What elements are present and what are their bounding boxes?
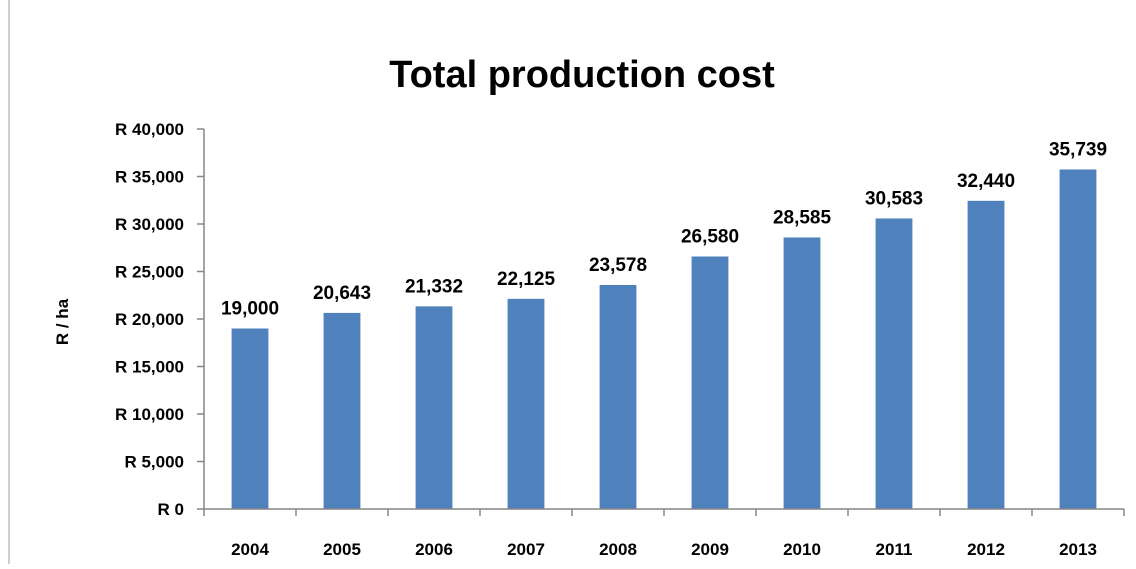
bar-2012 <box>967 200 1005 509</box>
y-tick-label: R 30,000 <box>115 215 184 234</box>
data-label-2004: 19,000 <box>221 299 279 320</box>
x-tick-label: 2011 <box>876 540 913 559</box>
data-label-2006: 21,332 <box>405 276 463 297</box>
bar-2008 <box>599 285 637 509</box>
data-label-2013: 35,739 <box>1049 139 1107 160</box>
x-tick-label: 2004 <box>231 540 269 559</box>
bar-2011 <box>875 218 913 510</box>
data-label-2005: 20,643 <box>313 283 371 304</box>
y-tick-label: R 15,000 <box>115 358 184 377</box>
x-tick-label: 2005 <box>323 540 361 559</box>
y-tick-label: R 35,000 <box>115 168 184 187</box>
y-tick-label: R 20,000 <box>115 310 184 329</box>
x-tick-label: 2006 <box>415 540 453 559</box>
data-label-2007: 22,125 <box>497 269 556 290</box>
y-tick-label: R 5,000 <box>124 453 184 472</box>
y-tick-label: R 0 <box>158 500 184 519</box>
data-label-2011: 30,583 <box>865 188 923 209</box>
bars-group <box>231 169 1097 510</box>
data-label-2008: 23,578 <box>589 255 647 276</box>
data-label-2009: 26,580 <box>681 226 739 247</box>
y-tick-label: R 10,000 <box>115 405 184 424</box>
x-tick-label: 2009 <box>691 540 729 559</box>
x-tick-label: 2013 <box>1059 540 1097 559</box>
bar-2009 <box>691 256 729 509</box>
y-axis-ticks: R 0 R 5,000 R 10,000 R 15,000 R 20,000 R 25,0… <box>115 120 204 519</box>
chart-title: Total production cost <box>389 54 775 96</box>
bar-2005 <box>323 312 361 509</box>
y-tick-label: R 25,000 <box>115 263 184 282</box>
y-axis-label: R / ha <box>53 298 72 345</box>
bar-2004 <box>231 328 269 509</box>
data-label-2012: 32,440 <box>957 171 1015 192</box>
data-label-2010: 28,585 <box>773 207 832 228</box>
x-axis-ticks: 2004 2005 2006 2007 2008 2009 2010 2011 2012 2013 <box>203 509 1125 559</box>
x-tick-label: 2008 <box>599 540 637 559</box>
bar-2013 <box>1059 169 1097 510</box>
bar-2006 <box>415 306 453 509</box>
data-labels-group: 19,000 20,643 21,332 22,125 23,578 26,580 28,5… <box>221 139 1107 319</box>
bar-2007 <box>507 298 545 509</box>
bar-2010 <box>783 237 821 509</box>
x-tick-label: 2010 <box>783 540 821 559</box>
x-tick-label: 2012 <box>967 540 1005 559</box>
y-tick-label: R 40,000 <box>115 120 184 139</box>
x-tick-label: 2007 <box>507 540 545 559</box>
